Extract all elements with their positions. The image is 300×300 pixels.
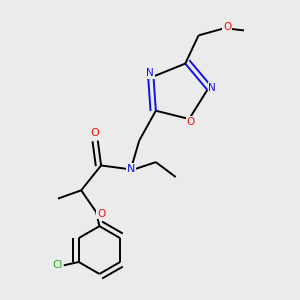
Text: O: O [187, 117, 195, 127]
Text: N: N [208, 83, 216, 93]
Text: O: O [223, 22, 232, 32]
Text: O: O [91, 128, 100, 138]
Text: N: N [127, 164, 135, 174]
Text: O: O [97, 208, 105, 219]
Text: N: N [146, 68, 154, 78]
Text: Cl: Cl [52, 260, 62, 270]
